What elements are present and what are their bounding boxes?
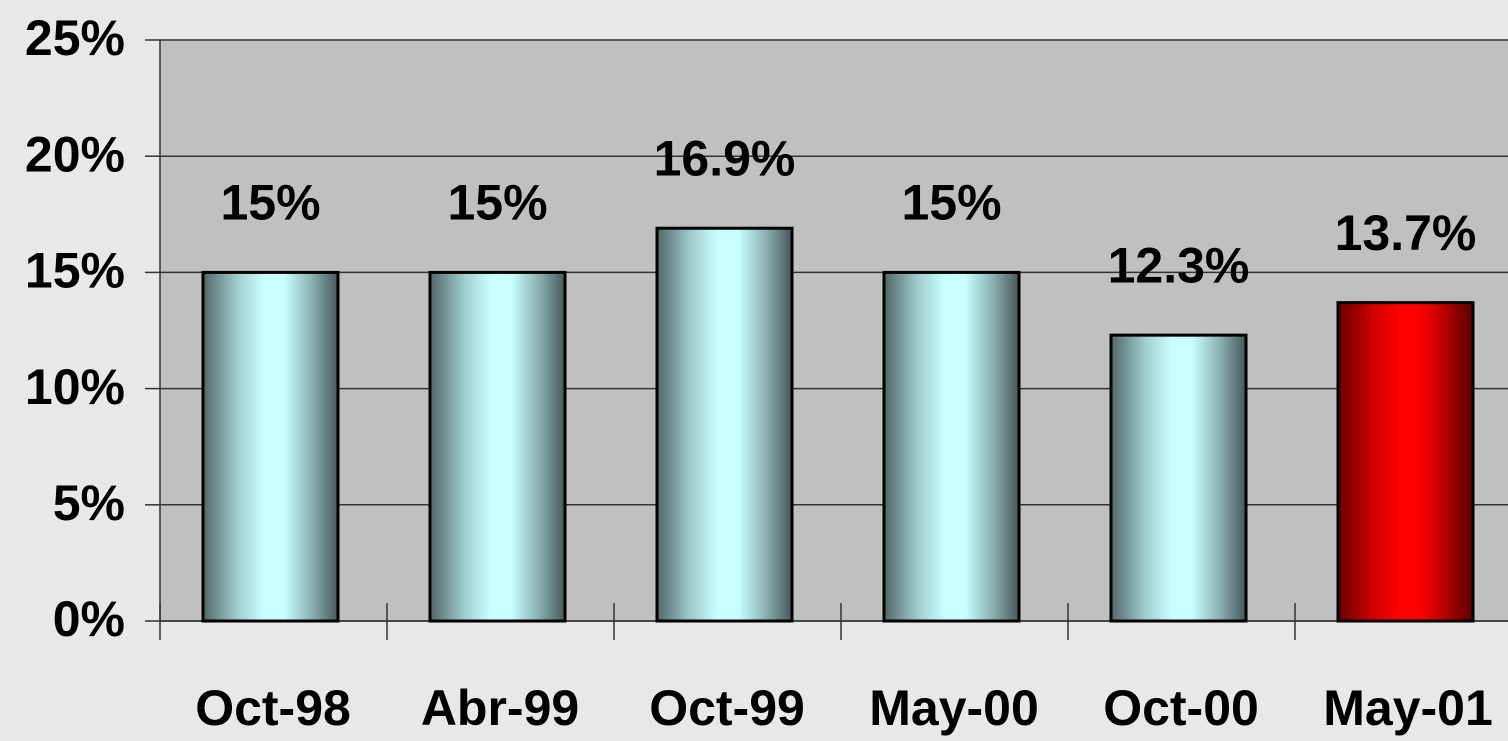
y-tick-label: 5% bbox=[53, 475, 125, 531]
value-label: 15% bbox=[901, 175, 1001, 231]
y-tick-label: 20% bbox=[25, 126, 125, 182]
x-tick-label: Abr-99 bbox=[421, 680, 579, 736]
value-label: 15% bbox=[447, 175, 547, 231]
bar bbox=[882, 270, 1021, 623]
bar bbox=[655, 226, 794, 623]
x-tick-label: May-00 bbox=[869, 680, 1039, 736]
x-tick-label: Oct-98 bbox=[195, 680, 351, 736]
value-label: 15% bbox=[220, 175, 320, 231]
value-label: 13.7% bbox=[1335, 205, 1477, 261]
x-tick-label: May-01 bbox=[1323, 680, 1493, 736]
y-tick-label: 25% bbox=[25, 10, 125, 66]
x-tick-label: Oct-99 bbox=[649, 680, 805, 736]
y-tick-label: 15% bbox=[25, 243, 125, 299]
plot-area bbox=[160, 40, 1508, 621]
bar bbox=[1109, 333, 1248, 623]
y-tick-label: 10% bbox=[25, 359, 125, 415]
bar bbox=[1336, 301, 1475, 623]
x-tick-label: Oct-00 bbox=[1103, 680, 1259, 736]
bar bbox=[201, 270, 340, 623]
value-label: 12.3% bbox=[1108, 237, 1250, 293]
bar bbox=[428, 270, 567, 623]
y-tick-label: 0% bbox=[53, 591, 125, 647]
value-label: 16.9% bbox=[654, 130, 796, 186]
